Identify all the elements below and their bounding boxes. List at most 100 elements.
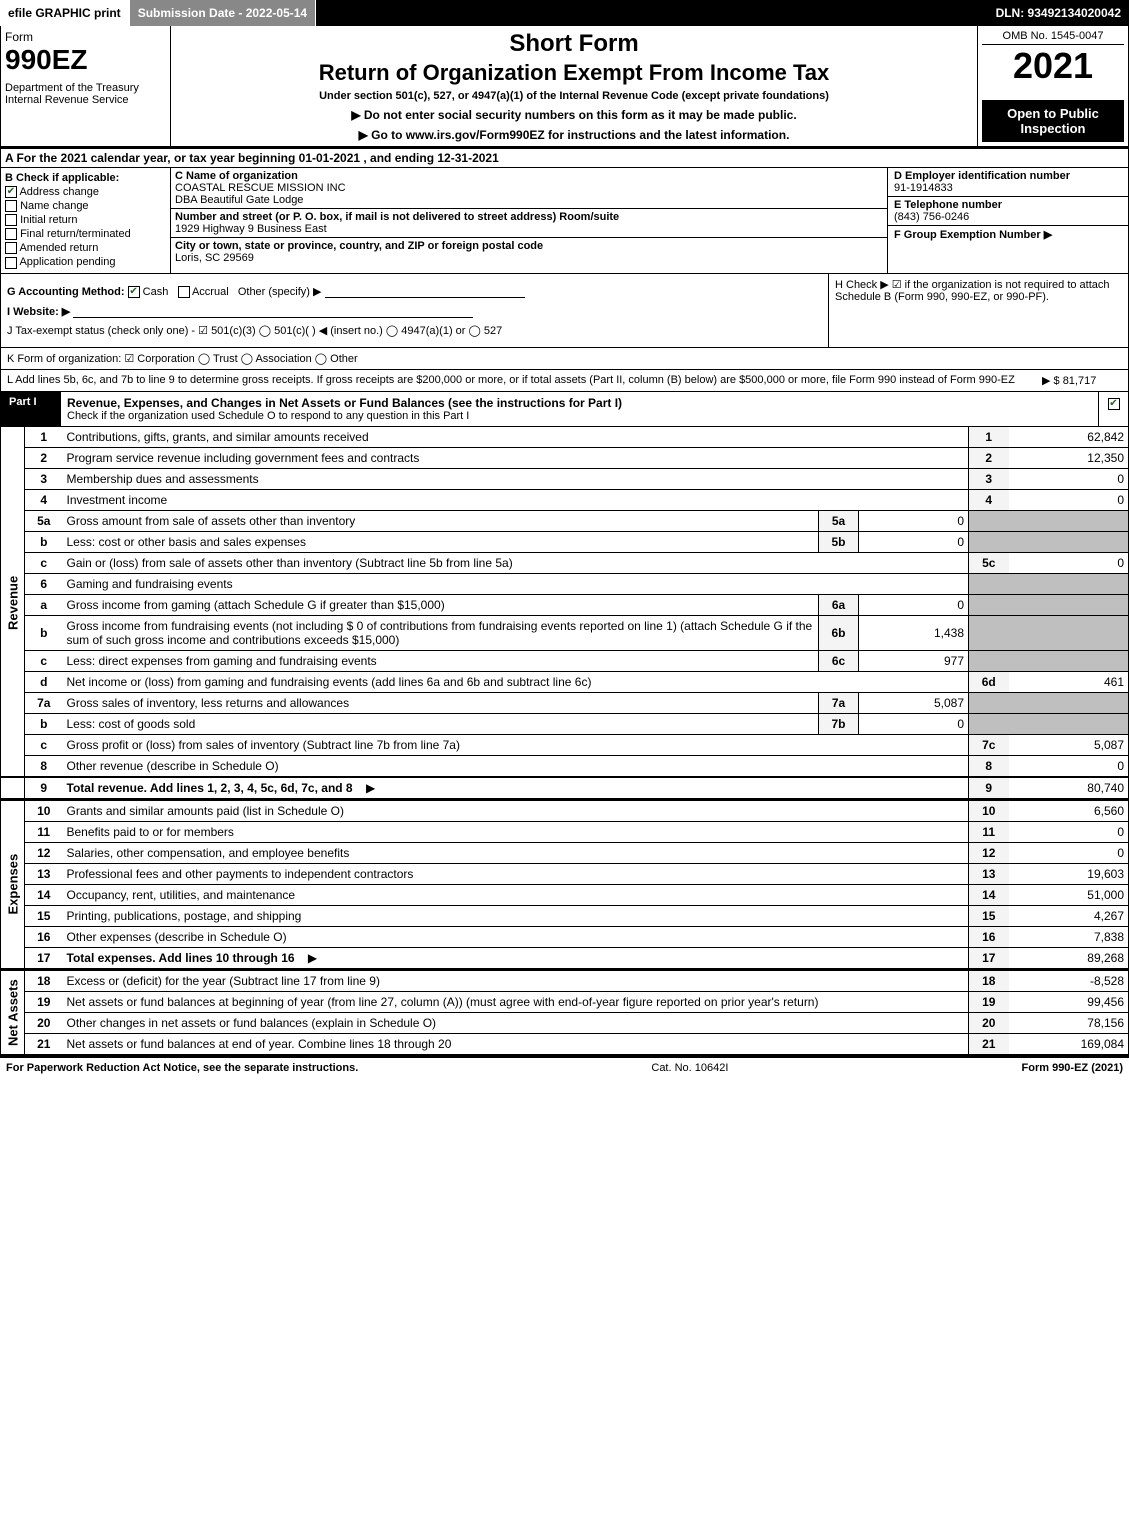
- topbar: efile GRAPHIC print Submission Date - 20…: [0, 0, 1129, 26]
- header-note2: ▶ Go to www.irs.gov/Form990EZ for instru…: [179, 128, 969, 142]
- rot-expenses: Expenses: [1, 800, 25, 969]
- column-b: B Check if applicable: Address change Na…: [1, 168, 171, 273]
- short-form-title: Short Form: [179, 30, 969, 58]
- dept-treasury: Department of the Treasury Internal Reve…: [5, 82, 166, 106]
- group-exemption-cell: F Group Exemption Number ▶: [888, 226, 1128, 243]
- table-row: 9 Total revenue. Add lines 1, 2, 3, 4, 5…: [1, 777, 1129, 799]
- org-name-value: COASTAL RESCUE MISSION INC DBA Beautiful…: [175, 182, 883, 206]
- part1-label: Part I: [1, 392, 61, 426]
- table-row: 19Net assets or fund balances at beginni…: [1, 991, 1129, 1012]
- org-name-cell: C Name of organization COASTAL RESCUE MI…: [171, 168, 887, 209]
- table-row: 4 Investment income 4 0: [1, 489, 1129, 510]
- line-k: K Form of organization: ☑ Corporation ◯ …: [0, 348, 1129, 370]
- table-row: 17Total expenses. Add lines 10 through 1…: [1, 947, 1129, 968]
- form-header: Form 990EZ Department of the Treasury In…: [0, 26, 1129, 147]
- check-icon[interactable]: [128, 286, 140, 298]
- part1-header: Part I Revenue, Expenses, and Changes in…: [0, 392, 1129, 427]
- header-center: Short Form Return of Organization Exempt…: [171, 26, 978, 146]
- ein-label: D Employer identification number: [894, 170, 1070, 182]
- ghij-left: G Accounting Method: Cash Accrual Other …: [1, 274, 828, 347]
- line-g: G Accounting Method: Cash Accrual Other …: [7, 284, 822, 298]
- table-row: 16Other expenses (describe in Schedule O…: [1, 926, 1129, 947]
- header-note1: ▶ Do not enter social security numbers o…: [179, 108, 969, 122]
- table-row: b Less: cost or other basis and sales ex…: [1, 531, 1129, 552]
- netassets-table: Net Assets 18Excess or (deficit) for the…: [0, 969, 1129, 1056]
- city-value: Loris, SC 29569: [175, 252, 883, 264]
- table-row: a Gross income from gaming (attach Sched…: [1, 594, 1129, 615]
- chk-application-pending[interactable]: Application pending: [5, 256, 166, 268]
- website-input[interactable]: [73, 304, 473, 318]
- ein-value: 91-1914833: [894, 182, 1122, 194]
- line-l: L Add lines 5b, 6c, and 7b to line 9 to …: [0, 370, 1129, 392]
- table-row: 20Other changes in net assets or fund ba…: [1, 1012, 1129, 1033]
- block-ghij: G Accounting Method: Cash Accrual Other …: [0, 274, 1129, 348]
- check-icon: [5, 228, 17, 240]
- table-row: Revenue 1 Contributions, gifts, grants, …: [1, 427, 1129, 448]
- header-subtitle: Under section 501(c), 527, or 4947(a)(1)…: [179, 90, 969, 102]
- table-row: 21Net assets or fund balances at end of …: [1, 1033, 1129, 1055]
- table-row: Expenses 10 Grants and similar amounts p…: [1, 800, 1129, 822]
- check-icon[interactable]: [178, 286, 190, 298]
- line-l-amount: ▶ $ 81,717: [1042, 374, 1122, 387]
- table-row: 14Occupancy, rent, utilities, and mainte…: [1, 884, 1129, 905]
- dln: DLN: 93492134020042: [988, 0, 1129, 26]
- ein-cell: D Employer identification number 91-1914…: [888, 168, 1128, 197]
- g-other-input[interactable]: [325, 284, 525, 298]
- page-footer: For Paperwork Reduction Act Notice, see …: [0, 1056, 1129, 1078]
- chk-name-change[interactable]: Name change: [5, 200, 166, 212]
- g-label: G Accounting Method:: [7, 285, 125, 297]
- city-label: City or town, state or province, country…: [175, 240, 543, 252]
- table-row: 2 Program service revenue including gove…: [1, 447, 1129, 468]
- column-c: C Name of organization COASTAL RESCUE MI…: [171, 168, 888, 273]
- table-row: c Less: direct expenses from gaming and …: [1, 650, 1129, 671]
- table-row: 13Professional fees and other payments t…: [1, 863, 1129, 884]
- check-icon: [5, 242, 17, 254]
- table-row: Net Assets 18Excess or (deficit) for the…: [1, 970, 1129, 992]
- org-name-label: C Name of organization: [175, 170, 298, 182]
- line-h: H Check ▶ ☑ if the organization is not r…: [828, 274, 1128, 347]
- topbar-spacer: [316, 0, 987, 26]
- table-row: 12Salaries, other compensation, and empl…: [1, 842, 1129, 863]
- block-bcdef: B Check if applicable: Address change Na…: [0, 168, 1129, 274]
- part1-endcheck[interactable]: [1098, 392, 1128, 426]
- expenses-table: Expenses 10 Grants and similar amounts p…: [0, 799, 1129, 969]
- footer-cat: Cat. No. 10642I: [358, 1062, 1021, 1074]
- header-left: Form 990EZ Department of the Treasury In…: [1, 26, 171, 146]
- table-row: 7a Gross sales of inventory, less return…: [1, 692, 1129, 713]
- rot-revenue: Revenue: [1, 427, 25, 777]
- table-row: 6 Gaming and fundraising events: [1, 573, 1129, 594]
- section-a: A For the 2021 calendar year, or tax yea…: [0, 147, 1129, 168]
- chk-address-change[interactable]: Address change: [5, 186, 166, 198]
- line-i: I Website: ▶: [7, 304, 822, 318]
- chk-amended-return[interactable]: Amended return: [5, 242, 166, 254]
- street-value: 1929 Highway 9 Business East: [175, 223, 883, 235]
- i-label: I Website: ▶: [7, 306, 70, 318]
- check-icon: [5, 186, 17, 198]
- table-row: b Less: cost of goods sold 7b 0: [1, 713, 1129, 734]
- group-exemption-label: F Group Exemption Number ▶: [894, 229, 1052, 241]
- check-icon: [1108, 398, 1120, 410]
- line-j: J Tax-exempt status (check only one) - ☑…: [7, 324, 822, 337]
- check-icon: [5, 214, 17, 226]
- table-row: 15Printing, publications, postage, and s…: [1, 905, 1129, 926]
- street-label: Number and street (or P. O. box, if mail…: [175, 211, 619, 223]
- check-icon: [5, 257, 17, 269]
- check-icon: [5, 200, 17, 212]
- table-row: 3 Membership dues and assessments 3 0: [1, 468, 1129, 489]
- omb-number: OMB No. 1545-0047: [982, 30, 1124, 45]
- table-row: d Net income or (loss) from gaming and f…: [1, 671, 1129, 692]
- table-row: 5a Gross amount from sale of assets othe…: [1, 510, 1129, 531]
- return-title: Return of Organization Exempt From Incom…: [179, 60, 969, 86]
- col-b-header: B Check if applicable:: [5, 172, 166, 184]
- table-row: 8 Other revenue (describe in Schedule O)…: [1, 755, 1129, 777]
- chk-initial-return[interactable]: Initial return: [5, 214, 166, 226]
- revenue-table: Revenue 1 Contributions, gifts, grants, …: [0, 427, 1129, 799]
- footer-left: For Paperwork Reduction Act Notice, see …: [6, 1062, 358, 1074]
- header-right: OMB No. 1545-0047 2021 Open to Public In…: [978, 26, 1128, 146]
- table-row: c Gross profit or (loss) from sales of i…: [1, 734, 1129, 755]
- table-row: 11Benefits paid to or for members110: [1, 821, 1129, 842]
- phone-cell: E Telephone number (843) 756-0246: [888, 197, 1128, 226]
- chk-final-return[interactable]: Final return/terminated: [5, 228, 166, 240]
- table-row: b Gross income from fundraising events (…: [1, 615, 1129, 650]
- phone-value: (843) 756-0246: [894, 211, 1122, 223]
